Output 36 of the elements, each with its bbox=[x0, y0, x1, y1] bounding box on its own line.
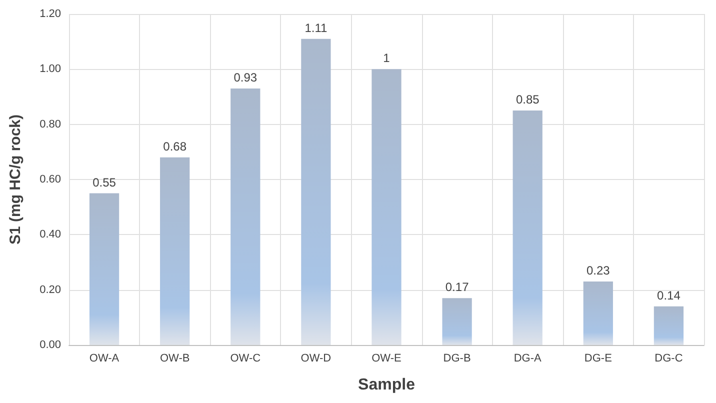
y-tick-label: 0.40 bbox=[40, 228, 61, 241]
x-tick-label: DG-B bbox=[443, 352, 471, 364]
bar bbox=[160, 157, 190, 345]
data-label: 0.93 bbox=[234, 70, 258, 84]
x-tick-label: OW-B bbox=[160, 352, 190, 364]
data-label: 0.17 bbox=[445, 280, 470, 294]
bar bbox=[512, 110, 542, 345]
bar bbox=[301, 38, 331, 345]
data-label: 1 bbox=[383, 51, 390, 66]
bar bbox=[372, 69, 402, 345]
data-label: 0.85 bbox=[516, 92, 540, 107]
y-tick-label: 0.80 bbox=[40, 118, 61, 130]
y-tick-label: 1.20 bbox=[40, 8, 61, 20]
x-tick-label: DG-E bbox=[584, 352, 612, 364]
y-axis-title: S1 (mg HC/g rock) bbox=[7, 114, 24, 245]
y-tick-label: 0.20 bbox=[40, 284, 61, 296]
y-tick-label: 1.00 bbox=[40, 63, 61, 76]
y-tick-label: 0.00 bbox=[40, 339, 61, 351]
data-label: 0.68 bbox=[163, 139, 187, 154]
bar bbox=[654, 306, 684, 345]
bar bbox=[442, 298, 472, 345]
x-tick-label: OW-E bbox=[372, 352, 402, 364]
data-label: 0.23 bbox=[586, 264, 610, 278]
data-label: 1.11 bbox=[304, 20, 328, 35]
bar bbox=[230, 88, 260, 345]
x-tick-label: OW-D bbox=[300, 352, 332, 364]
x-axis-title: Sample bbox=[358, 376, 416, 394]
y-tick-label: 0.60 bbox=[40, 174, 61, 186]
bar bbox=[583, 282, 613, 345]
bar bbox=[89, 193, 120, 345]
x-tick-label: OW-C bbox=[230, 352, 261, 364]
data-label: 0.55 bbox=[92, 175, 116, 190]
data-label: 0.14 bbox=[657, 288, 681, 302]
x-tick-label: DG-C bbox=[654, 352, 683, 364]
x-tick-label: OW-A bbox=[89, 352, 120, 364]
x-tick-label: DG-A bbox=[514, 352, 542, 364]
